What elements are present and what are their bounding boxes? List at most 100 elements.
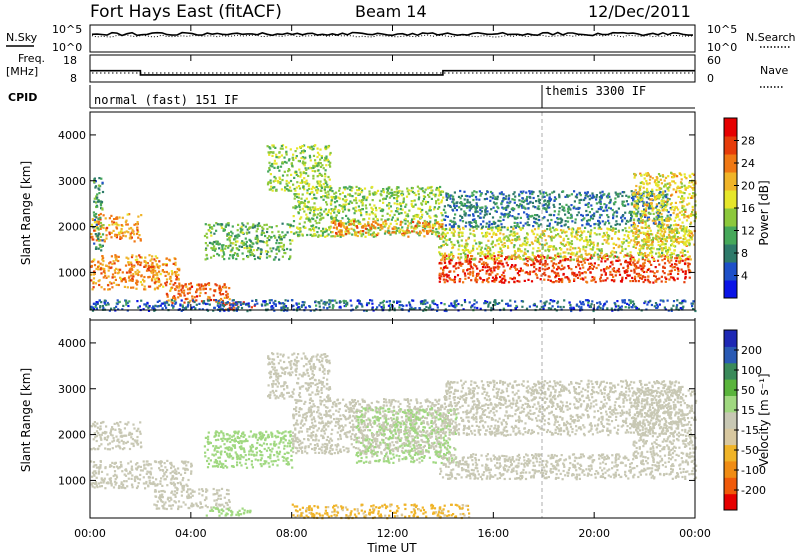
power-cell-5 [261, 229, 264, 232]
power-cell-10 [452, 228, 455, 231]
power-cell-7 [313, 193, 316, 196]
power-cell-10 [513, 257, 516, 260]
power-cell-11 [481, 225, 485, 228]
power-cell-8 [337, 222, 340, 226]
power-cell-7 [321, 232, 325, 235]
power-cell-10 [605, 241, 608, 244]
power-cell-1 [94, 282, 98, 285]
power-cell-9 [544, 268, 547, 271]
power-cell-12 [659, 174, 662, 177]
power-cell-11 [587, 195, 590, 198]
power-cell-11 [645, 190, 648, 194]
power-cell-11 [558, 193, 561, 196]
power-cell-7 [339, 193, 342, 196]
power-cell-2 [212, 294, 215, 297]
power-cell-11 [494, 203, 497, 206]
power-cell-11 [529, 192, 532, 195]
power-cell-11 [642, 201, 645, 204]
power-cell-6 [280, 188, 283, 191]
power-cell-9 [479, 258, 482, 261]
power-cell-0 [103, 240, 106, 243]
power-cell-1 [170, 270, 173, 273]
power-cell-7 [393, 202, 396, 205]
power-cell-12 [649, 175, 652, 178]
power-cell-10 [629, 251, 632, 254]
power-cell-6 [269, 147, 272, 150]
power-cell-9 [561, 280, 564, 284]
power-cell-9 [637, 266, 640, 269]
power-cell-6 [324, 180, 327, 183]
power-cell-9 [498, 280, 501, 283]
power-cell-9 [658, 277, 661, 280]
power-cell-5 [269, 247, 272, 250]
power-cell-11 [621, 214, 625, 217]
power-cell-11 [513, 198, 516, 201]
power-cell-5 [234, 240, 238, 243]
power-cell-5 [261, 240, 264, 243]
power-cell-7 [349, 194, 352, 197]
power-cell-6 [278, 169, 281, 172]
power-cell-11 [544, 207, 547, 210]
power-cell-6 [272, 180, 275, 183]
power-cell-12 [688, 234, 691, 238]
power-cell-12 [663, 207, 666, 210]
power-cell-7 [388, 202, 391, 205]
power-cell-12 [681, 227, 685, 231]
power-cell-5 [206, 257, 209, 260]
power-cell-10 [524, 248, 527, 251]
power-cell-10 [618, 244, 621, 247]
power-cell-0 [98, 214, 101, 217]
power-cell-1 [164, 274, 167, 277]
power-cell-8 [335, 231, 338, 235]
power-cell-10 [471, 258, 474, 261]
power-cell-0 [130, 226, 133, 230]
power-cell-10 [607, 228, 610, 231]
power-cell-9 [651, 256, 654, 259]
power-cell-12 [673, 209, 676, 212]
power-cell-10 [457, 234, 460, 237]
power-cell-12 [637, 197, 640, 200]
power-cell-9 [555, 268, 559, 271]
power-cell-7 [303, 210, 306, 213]
power-cell-11 [583, 198, 586, 201]
power-cell-11 [581, 224, 584, 227]
power-cell-10 [615, 243, 618, 246]
power-cell-7 [355, 201, 358, 205]
power-cell-10 [503, 245, 506, 248]
power-cell-4 [100, 200, 104, 204]
power-cell-4 [101, 244, 104, 247]
power-cell-11 [638, 200, 641, 203]
power-cell-12 [682, 225, 685, 228]
power-cell-7 [341, 217, 344, 220]
power-cell-8 [363, 223, 367, 226]
power-cell-7 [404, 205, 407, 208]
power-cell-4 [101, 233, 105, 236]
power-cell-8 [411, 230, 414, 233]
power-cell-11 [503, 207, 506, 210]
power-cell-1 [119, 268, 122, 271]
power-cell-11 [542, 207, 545, 210]
power-cell-11 [452, 198, 455, 201]
power-cell-5 [265, 241, 268, 244]
power-cell-12 [689, 175, 692, 178]
power-cell-9 [672, 276, 675, 279]
power-cell-11 [550, 213, 553, 217]
power-cell-7 [367, 222, 370, 225]
power-cell-11 [598, 226, 601, 229]
power-cell-10 [550, 230, 553, 233]
power-cell-7 [442, 196, 445, 199]
power-cell-9 [442, 269, 445, 272]
power-cell-9 [655, 280, 658, 283]
power-cell-10 [557, 233, 560, 236]
power-cell-10 [472, 233, 475, 236]
power-cell-10 [446, 243, 449, 246]
power-cell-0 [139, 239, 142, 242]
power-cell-11 [491, 197, 494, 200]
power-cell-1 [165, 270, 168, 274]
power-cell-1 [149, 259, 152, 262]
power-cell-9 [494, 274, 497, 277]
power-cell-5 [272, 247, 275, 250]
power-cell-7 [424, 202, 427, 205]
power-cell-2 [220, 288, 223, 291]
power-cell-2 [191, 298, 194, 301]
